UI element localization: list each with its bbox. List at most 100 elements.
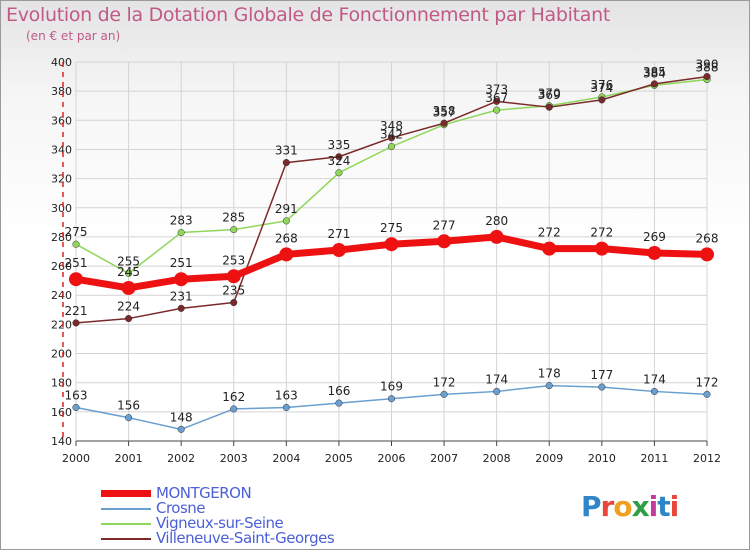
data-label-montgeron: 251: [65, 256, 88, 270]
legend-swatch: [101, 508, 151, 510]
y-tick-label: 140: [51, 435, 72, 448]
point-villeneuve-saint-georges: [125, 315, 133, 323]
x-tick-label: 2010: [588, 452, 616, 465]
logo-letter: r: [600, 490, 615, 523]
y-tick-label: 320: [51, 173, 72, 186]
legend-item: Villeneuve-Saint-Georges: [101, 529, 431, 547]
data-label-villeneuve-saint-georges: 335: [327, 138, 350, 152]
point-montgeron: [279, 247, 294, 262]
point-crosne: [703, 390, 711, 398]
data-label-villeneuve-saint-georges: 348: [380, 119, 403, 133]
data-label-montgeron: 280: [485, 214, 508, 228]
data-label-crosne: 166: [327, 384, 350, 398]
data-label-vigneux-sur-seine: 357: [433, 106, 456, 120]
y-tick-label: 240: [51, 289, 72, 302]
data-label-montgeron: 277: [433, 218, 456, 232]
data-label-villeneuve-saint-georges: 224: [117, 300, 140, 314]
data-label-crosne: 172: [696, 375, 719, 389]
x-tick-label: 2012: [693, 452, 721, 465]
data-label-crosne: 162: [222, 390, 245, 404]
data-label-crosne: 172: [433, 375, 456, 389]
chart-series: [69, 73, 714, 433]
data-label-crosne: 178: [538, 367, 561, 381]
data-label-vigneux-sur-seine: 388: [696, 60, 719, 74]
y-tick-label: 380: [51, 85, 72, 98]
logo-letter: i: [648, 490, 659, 523]
legend-label: Villeneuve-Saint-Georges: [156, 529, 335, 547]
y-tick-label: 160: [51, 406, 72, 419]
data-label-villeneuve-saint-georges: 358: [433, 104, 456, 118]
data-label-vigneux-sur-seine: 291: [275, 202, 298, 216]
data-label-vigneux-sur-seine: 342: [380, 128, 403, 142]
point-vigneux-sur-seine: [335, 169, 343, 177]
point-vigneux-sur-seine: [493, 106, 501, 114]
point-crosne: [493, 387, 501, 395]
data-label-villeneuve-saint-georges: 331: [275, 144, 298, 158]
x-tick-label: 2011: [640, 452, 668, 465]
point-vigneux-sur-seine: [282, 217, 290, 225]
y-tick-label: 180: [51, 377, 72, 390]
data-label-crosne: 174: [643, 372, 666, 386]
data-label-villeneuve-saint-georges: 390: [696, 58, 719, 72]
logo-letter: t: [657, 490, 670, 523]
data-label-montgeron: 268: [696, 231, 719, 245]
y-tick-label: 260: [51, 260, 72, 273]
x-tick-label: 2006: [378, 452, 406, 465]
x-tick-label: 2003: [220, 452, 248, 465]
data-label-montgeron: 272: [590, 226, 613, 240]
y-tick-label: 400: [51, 56, 72, 69]
logo-letter: o: [613, 490, 632, 523]
point-crosne: [650, 387, 658, 395]
point-montgeron: [700, 247, 714, 262]
legend-item: MONTGERON: [101, 484, 431, 502]
point-montgeron: [174, 272, 189, 287]
x-tick-label: 2002: [167, 452, 195, 465]
point-villeneuve-saint-georges: [703, 73, 711, 81]
data-label-montgeron: 253: [222, 253, 245, 267]
data-label-crosne: 148: [170, 410, 193, 424]
data-label-vigneux-sur-seine: 283: [170, 214, 193, 228]
legend-label: MONTGERON: [156, 484, 252, 502]
point-montgeron: [121, 280, 136, 295]
point-montgeron: [437, 234, 452, 249]
data-label-montgeron: 245: [117, 265, 140, 279]
legend-label: Vigneux-sur-Seine: [156, 514, 284, 532]
chart-title: Evolution de la Dotation Globale de Fonc…: [6, 4, 611, 26]
point-crosne: [387, 395, 396, 403]
point-villeneuve-saint-georges: [230, 298, 238, 307]
point-villeneuve-saint-georges: [177, 304, 185, 312]
x-tick-label: 2001: [115, 452, 143, 465]
y-tick-label: 340: [51, 143, 72, 156]
data-label-vigneux-sur-seine: 324: [327, 154, 350, 168]
x-tick-label: 2008: [483, 452, 511, 465]
point-villeneuve-saint-georges: [335, 153, 343, 161]
data-label-crosne: 177: [590, 368, 613, 382]
data-label-vigneux-sur-seine: 275: [65, 225, 88, 239]
point-vigneux-sur-seine: [72, 240, 80, 248]
point-villeneuve-saint-georges: [387, 134, 396, 142]
data-label-vigneux-sur-seine: 376: [590, 78, 613, 92]
logo-letter: i: [669, 490, 680, 523]
legend-swatch: [101, 523, 151, 525]
point-vigneux-sur-seine: [387, 142, 396, 151]
data-label-montgeron: 268: [275, 231, 298, 245]
point-montgeron: [647, 245, 662, 260]
data-label-montgeron: 251: [170, 256, 193, 270]
point-villeneuve-saint-georges: [493, 97, 501, 105]
data-label-crosne: 169: [380, 380, 403, 394]
y-tick-label: 300: [51, 202, 72, 215]
point-vigneux-sur-seine: [230, 226, 238, 234]
data-label-villeneuve-saint-georges: 373: [485, 82, 508, 96]
point-montgeron: [542, 241, 557, 256]
point-montgeron: [331, 243, 346, 258]
data-label-villeneuve-saint-georges: 369: [538, 88, 561, 102]
legend-item: Crosne: [101, 499, 431, 517]
point-villeneuve-saint-georges: [72, 319, 80, 327]
data-label-crosne: 156: [117, 399, 140, 413]
data-label-montgeron: 271: [327, 227, 350, 241]
data-label-crosne: 163: [65, 388, 88, 402]
point-crosne: [440, 390, 448, 398]
chart-subtitle: (en € et par an): [26, 29, 121, 43]
